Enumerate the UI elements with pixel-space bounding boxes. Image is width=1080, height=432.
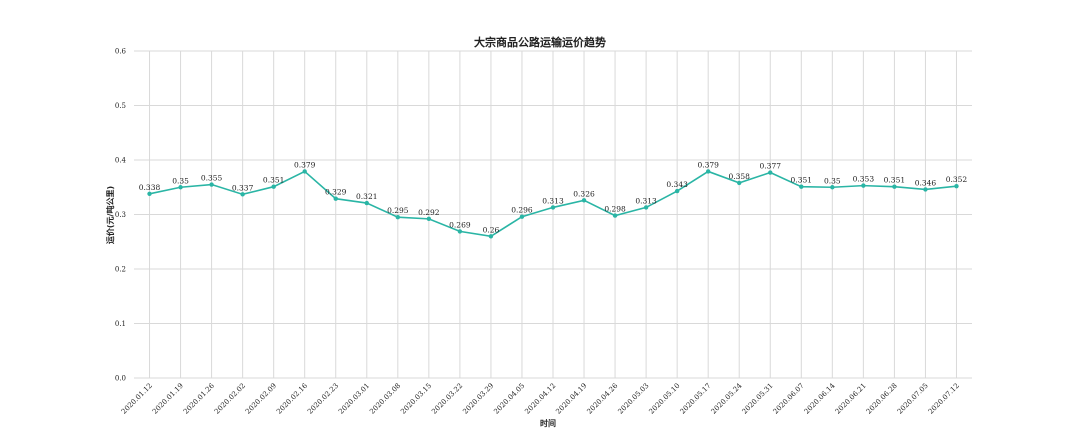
data-point (892, 184, 897, 189)
x-tick-label: 2020.05.31 (741, 382, 775, 416)
x-tick-labels: 2020.01.122020.01.192020.01.262020.02.02… (120, 381, 961, 415)
x-axis-label: 时间 (540, 418, 556, 428)
data-label: 0.35 (824, 176, 841, 185)
x-tick-label: 2020.05.10 (648, 382, 682, 416)
x-tick-label: 2020.06.21 (834, 382, 868, 416)
data-label: 0.292 (418, 208, 440, 217)
data-point (147, 191, 152, 196)
y-tick-label: 0.6 (115, 48, 127, 56)
data-label: 0.338 (139, 183, 161, 192)
x-tick-label: 2020.03.08 (368, 382, 402, 416)
x-tick-label: 2020.03.29 (461, 382, 495, 416)
chart-title: 大宗商品公路运输运价趋势 (474, 35, 606, 49)
data-point (581, 198, 587, 203)
x-tick-label: 2020.03.01 (337, 382, 371, 416)
x-tick-label: 2020.01.19 (151, 382, 185, 416)
data-label: 0.26 (483, 225, 500, 234)
data-label: 0.296 (511, 206, 533, 215)
x-tick-label: 2020.02.16 (275, 381, 309, 415)
y-tick-label: 0.5 (115, 102, 126, 110)
data-point (426, 216, 432, 222)
x-tick-label: 2020.01.26 (182, 381, 216, 415)
data-label: 0.337 (232, 183, 254, 192)
data-label: 0.351 (791, 176, 812, 185)
data-label: 0.269 (449, 220, 471, 229)
data-point (457, 229, 463, 234)
data-point (240, 192, 245, 197)
data-points (147, 169, 959, 239)
y-tick-label: 0.3 (115, 211, 126, 219)
data-label: 0.295 (387, 206, 409, 215)
x-tick-label: 2020.04.19 (554, 382, 588, 416)
x-tick-label: 2020.05.24 (710, 381, 744, 415)
data-point (643, 205, 649, 210)
data-point (364, 200, 369, 206)
data-point (674, 188, 680, 194)
data-point (209, 182, 214, 187)
data-label: 0.352 (946, 175, 968, 184)
data-label: 0.351 (263, 176, 284, 185)
data-label: 0.353 (853, 175, 875, 184)
data-point (395, 215, 401, 220)
data-label: 0.358 (728, 172, 750, 181)
data-point (519, 214, 525, 219)
data-label: 0.355 (201, 174, 223, 183)
x-tick-label: 2020.01.12 (120, 382, 154, 416)
data-point (923, 187, 928, 192)
data-labels: 0.338 0.35 0.355 0.337 0.351 0.379 0.329 0.321 0… (139, 160, 968, 234)
data-point (954, 183, 959, 189)
x-tick-label: 2020.07.12 (927, 382, 961, 416)
data-point (488, 234, 494, 239)
x-tick-label: 2020.02.09 (244, 382, 278, 416)
data-point (799, 184, 804, 189)
x-tick-label: 2020.03.22 (430, 382, 464, 416)
data-label: 0.313 (635, 196, 657, 205)
data-label: 0.329 (325, 188, 347, 197)
data-point (737, 180, 742, 186)
y-axis-label: 运价(元/吨公里) (105, 186, 115, 244)
y-tick-label: 0.0 (115, 375, 126, 383)
x-tick-label: 2020.07.05 (896, 382, 930, 416)
data-point (333, 196, 338, 201)
x-grid-lines (149, 51, 957, 378)
y-tick-label: 0.4 (115, 157, 127, 165)
x-tick-label: 2020.06.14 (803, 381, 837, 415)
data-label: 0.346 (915, 178, 937, 187)
data-label: 0.326 (573, 189, 595, 198)
data-label: 0.313 (542, 196, 564, 205)
data-label: 0.321 (356, 192, 377, 201)
x-tick-label: 2020.04.12 (523, 382, 557, 416)
data-point (830, 185, 835, 190)
x-tick-label: 2020.05.03 (617, 382, 651, 416)
y-tick-label: 0.1 (115, 320, 126, 328)
data-point (861, 183, 866, 188)
data-point (550, 205, 556, 210)
x-tick-label: 2020.02.02 (213, 382, 247, 416)
data-point (612, 213, 618, 218)
data-label: 0.35 (172, 176, 189, 185)
x-tick-label: 2020.06.07 (772, 382, 806, 416)
data-point (705, 169, 711, 174)
x-tick-label: 2020.06.28 (865, 382, 899, 416)
data-label: 0.377 (760, 162, 782, 171)
data-label: 0.298 (604, 205, 626, 214)
data-point (768, 170, 773, 175)
x-tick-label: 2020.04.05 (492, 382, 526, 416)
data-point (178, 185, 183, 190)
x-tick-label: 2020.03.15 (399, 382, 433, 416)
data-label: 0.351 (884, 176, 905, 185)
x-tick-label: 2020.02.23 (306, 382, 340, 416)
data-label: 0.343 (666, 180, 688, 189)
y-tick-labels: 0.0 0.1 0.2 0.3 0.4 0.5 0.6 (115, 48, 127, 383)
x-tick-label: 2020.05.17 (679, 382, 713, 416)
data-label: 0.379 (697, 160, 719, 169)
data-point (271, 184, 276, 189)
data-point (302, 169, 307, 174)
data-label: 0.379 (294, 160, 316, 169)
y-tick-label: 0.2 (115, 266, 126, 274)
x-tick-label: 2020.04.26 (585, 381, 619, 415)
